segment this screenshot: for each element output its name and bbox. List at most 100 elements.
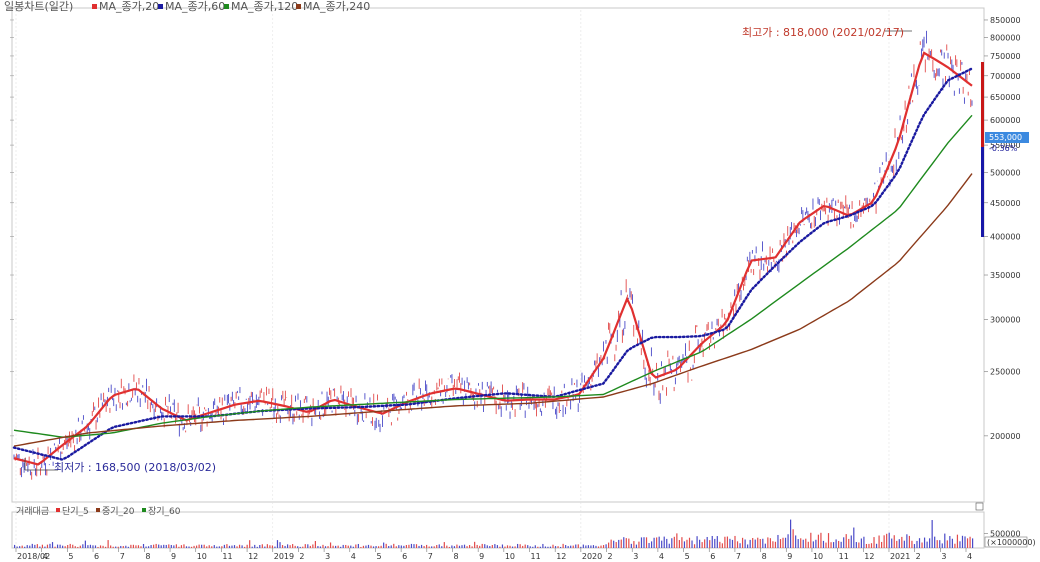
volume-bar	[623, 537, 625, 548]
volume-bar	[431, 546, 433, 548]
volume-bar	[213, 545, 215, 548]
volume-bar	[428, 546, 430, 548]
legend-ma240: MA_종가,240	[303, 0, 370, 13]
volume-bar	[150, 545, 152, 548]
volume-bar	[959, 541, 961, 548]
volume-bar	[256, 546, 258, 548]
current-price-tag: 553,000 -0.36%	[985, 132, 1029, 153]
volume-bar	[216, 546, 218, 548]
ma-line-2	[12, 67, 974, 461]
volume-bar	[936, 540, 938, 548]
volume-bar	[489, 546, 491, 548]
volume-bar	[597, 546, 600, 548]
volume-bar	[802, 539, 804, 548]
volume-bar	[44, 546, 46, 548]
volume-bar	[125, 545, 127, 548]
volume-bar	[805, 538, 807, 548]
x-tick-label: 8	[762, 552, 767, 561]
y-tick-label: 550000	[990, 141, 1021, 150]
volume-bar	[218, 546, 220, 548]
low-annotation: 최저가 : 168,500 (2018/03/02)	[24, 458, 216, 474]
x-tick-label: 4	[659, 552, 664, 561]
volume-bar	[587, 545, 589, 548]
volume-bar	[69, 543, 71, 548]
price-legend: 일봉차트(일간) MA_종가,20 MA_종가,60 MA_종가,120 MA_…	[4, 0, 370, 13]
volume-bar	[352, 546, 354, 548]
volume-bar	[777, 534, 779, 548]
x-tick-label: 3	[325, 552, 330, 561]
volume-bar	[491, 545, 493, 548]
high-price-label: 최고가 : 818,000 (2021/02/17)	[742, 26, 904, 39]
price-axis: 200000 250000 300000 350000 400000 450000 5000…	[10, 16, 1021, 538]
volume-bar	[264, 546, 266, 548]
volume-bar	[461, 545, 463, 548]
volume-bar	[274, 546, 276, 548]
volume-bar	[307, 544, 309, 548]
volume-bar	[762, 538, 764, 548]
volume-bar	[681, 537, 683, 548]
volume-bar	[89, 544, 92, 548]
volume-bar	[575, 544, 577, 548]
volume-bar	[592, 545, 595, 548]
volume-bar	[279, 542, 281, 548]
volume-bar	[873, 537, 875, 548]
volume-bar	[734, 535, 736, 548]
volume-bar	[226, 544, 228, 548]
volume-bar	[653, 537, 655, 548]
volume-bar	[527, 545, 529, 548]
volume-bar	[736, 541, 739, 548]
volume-bar	[539, 546, 541, 548]
volume-bar	[921, 542, 923, 548]
volume-bar	[484, 544, 486, 548]
volume-bar	[701, 542, 703, 548]
volume-bar	[110, 545, 112, 548]
volume-bar	[519, 544, 521, 548]
volume-bar	[716, 536, 718, 548]
volume-bar	[719, 541, 721, 548]
volume-bar	[966, 538, 969, 548]
volume-bar	[458, 545, 461, 548]
y-tick-label: 200000	[990, 432, 1021, 441]
x-tick-label: 3	[633, 552, 638, 561]
current-price-box	[985, 132, 1029, 143]
volume-bar	[463, 544, 466, 548]
volume-bar	[709, 540, 711, 548]
volume-bar	[850, 535, 852, 548]
x-tick-label: 4	[351, 552, 356, 561]
volume-bar	[29, 545, 31, 548]
volume-bar	[693, 544, 696, 548]
volume-bar	[832, 542, 835, 548]
volume-bar	[517, 543, 519, 548]
volume-bar	[59, 544, 61, 548]
volume-bar	[203, 544, 205, 548]
volume-bar	[120, 545, 122, 548]
volume-bar	[39, 546, 41, 548]
volume-bar	[729, 538, 731, 548]
volume-bar	[246, 544, 248, 548]
volume-bar	[340, 546, 342, 548]
volume-bar	[410, 543, 413, 548]
y-tick-label: 650000	[990, 93, 1021, 102]
volume-bar	[130, 544, 132, 548]
pane-expand-icon[interactable]	[975, 502, 984, 511]
volume-bar	[211, 546, 213, 548]
volume-bar	[835, 539, 837, 548]
volume-bar	[84, 540, 86, 548]
x-tick-label: 2	[299, 552, 304, 561]
volume-bar	[36, 544, 38, 548]
x-tick-label: 9	[171, 552, 176, 561]
volume-bar	[372, 546, 375, 548]
volume-bar	[577, 544, 579, 548]
volume-bar	[767, 537, 769, 548]
volume-bar	[881, 541, 883, 548]
volume-bar	[362, 545, 365, 548]
y-tick-label: 400000	[990, 233, 1021, 242]
volume-bar	[388, 546, 390, 548]
volume-bar	[784, 537, 787, 548]
volume-legend-short: 단기_5	[62, 506, 89, 517]
volume-bar	[630, 543, 632, 548]
volume-bar	[309, 545, 311, 548]
volume-bar	[929, 538, 931, 548]
x-tick-label: 10	[197, 552, 207, 561]
x-tick-label: 10	[813, 552, 823, 561]
